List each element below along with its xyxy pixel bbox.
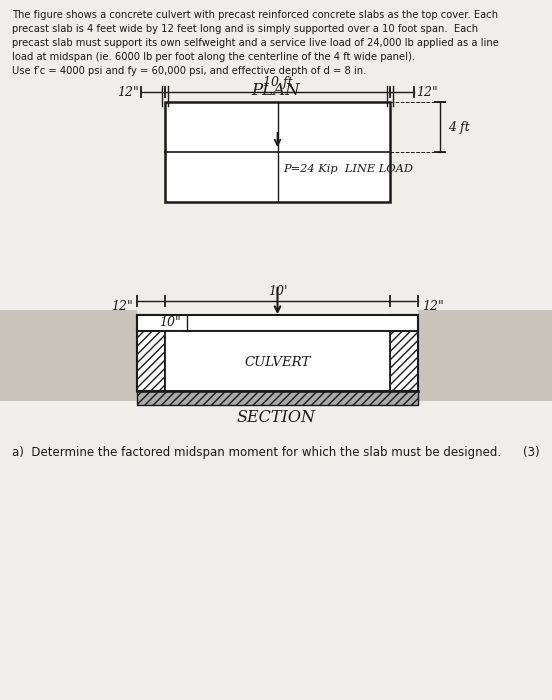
- Bar: [0, 310, 137, 401]
- Text: 12": 12": [112, 300, 133, 313]
- Text: The figure shows a concrete culvert with precast reinforced concrete slabs as th: The figure shows a concrete culvert with…: [12, 10, 498, 20]
- Text: 10': 10': [268, 285, 287, 298]
- Bar: [137, 315, 418, 331]
- Text: SECTION: SECTION: [236, 409, 316, 426]
- Text: 4 ft: 4 ft: [448, 120, 470, 134]
- Text: precast slab is 4 feet wide by 12 feet long and is simply supported over a 10 fo: precast slab is 4 feet wide by 12 feet l…: [12, 24, 478, 34]
- Bar: [137, 315, 165, 391]
- Bar: [137, 391, 418, 405]
- Text: P=24 Kip  LINE LOAD: P=24 Kip LINE LOAD: [284, 164, 413, 174]
- Text: 12": 12": [117, 86, 139, 99]
- Bar: [418, 310, 552, 401]
- Text: Use f′c = 4000 psi and fy = 60,000 psi, and effective depth of d = 8 in.: Use f′c = 4000 psi and fy = 60,000 psi, …: [12, 66, 367, 76]
- Bar: [390, 315, 418, 391]
- Text: 12": 12": [416, 86, 438, 99]
- Text: (3): (3): [523, 446, 540, 459]
- Bar: [165, 102, 390, 202]
- Text: CULVERT: CULVERT: [245, 356, 311, 370]
- Bar: [165, 331, 390, 391]
- Text: a)  Determine the factored midspan moment for which the slab must be designed.: a) Determine the factored midspan moment…: [12, 446, 501, 459]
- Text: 10": 10": [159, 316, 181, 330]
- Text: PLAN: PLAN: [252, 82, 300, 99]
- Text: precast slab must support its own selfweight and a service live load of 24,000 l: precast slab must support its own selfwe…: [12, 38, 499, 48]
- Text: 10 ft: 10 ft: [263, 76, 293, 89]
- Text: load at midspan (ie. 6000 lb per foot along the centerline of the 4 ft wide pane: load at midspan (ie. 6000 lb per foot al…: [12, 52, 415, 62]
- Text: 12": 12": [422, 300, 444, 313]
